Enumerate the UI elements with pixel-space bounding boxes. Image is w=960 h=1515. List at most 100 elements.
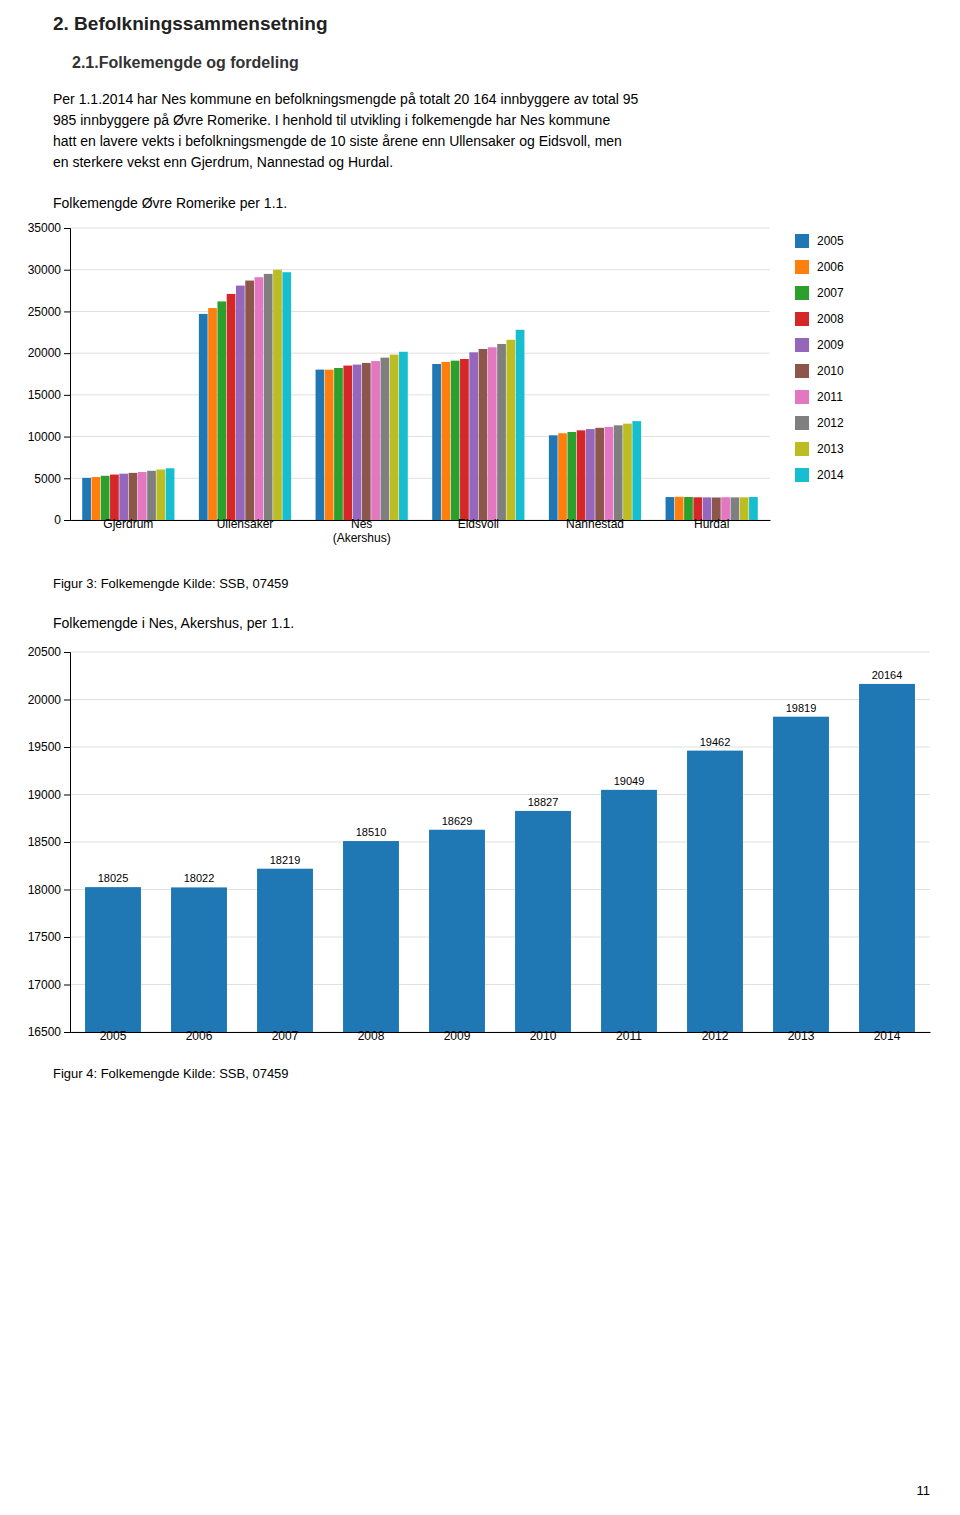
- legend-swatch: [795, 416, 809, 430]
- y-tick: 30000: [28, 263, 70, 277]
- tick-label: 20000: [28, 346, 62, 360]
- bar: [156, 470, 165, 520]
- tick-mark: [64, 795, 70, 796]
- bar: [601, 790, 657, 1032]
- legend-label: 2007: [817, 286, 844, 300]
- y-tick: 25000: [28, 305, 70, 319]
- tick-label-line: 2011: [616, 1029, 642, 1043]
- bar: [227, 294, 236, 520]
- grid-line: [70, 436, 770, 437]
- y-tick: 17000: [28, 978, 70, 992]
- y-axis: 05000100001500020000250003000035000: [28, 221, 71, 527]
- legend-label: 2010: [817, 364, 844, 378]
- bar-series: [147, 274, 739, 520]
- legend-swatch: [795, 338, 809, 352]
- bar: [399, 352, 408, 520]
- x-tick: 2013: [788, 1029, 815, 1043]
- legend-item: 2007: [795, 286, 844, 300]
- x-tick: 2010: [530, 1029, 557, 1043]
- y-tick: 16500: [28, 1025, 70, 1039]
- bar: [371, 361, 380, 520]
- tick-label: 35000: [28, 221, 62, 235]
- bar: [859, 684, 915, 1032]
- bar: [586, 429, 595, 520]
- tick-label: 2013: [788, 1029, 815, 1043]
- y-axis: 1650017000175001800018500190001950020000…: [28, 645, 71, 1039]
- bar: [429, 830, 485, 1032]
- page: 2. Befolkningssammensetning2.1.Folkemeng…: [0, 0, 960, 1515]
- tick-label: 30000: [28, 263, 62, 277]
- data-label: 19462: [700, 736, 731, 748]
- data-label: 18219: [270, 854, 301, 866]
- chart: Folkemengde i Nes, Akershus, per 1.1.165…: [28, 615, 931, 1515]
- bar: [684, 497, 693, 520]
- tick-label: 10000: [28, 430, 62, 444]
- bar: [488, 347, 497, 520]
- legend-label: 2012: [817, 416, 844, 430]
- tick-label: 2014: [874, 1029, 901, 1043]
- bar: [166, 468, 175, 520]
- tick-label: 17500: [28, 930, 62, 944]
- y-tick: 10000: [28, 430, 70, 444]
- bar: [208, 308, 217, 520]
- axis-line: [64, 653, 71, 1033]
- bar: [577, 430, 586, 520]
- tick-mark: [64, 652, 70, 653]
- tick-label: 5000: [34, 472, 61, 486]
- legend-item: 2008: [795, 312, 844, 326]
- bar: [138, 472, 147, 520]
- bar: [101, 476, 110, 520]
- legend-swatch: [795, 364, 809, 378]
- y-tick: 20500: [28, 645, 70, 659]
- bar: [451, 361, 460, 520]
- bar: [334, 368, 343, 520]
- tick-label-line: 2009: [444, 1029, 471, 1043]
- tick-label-line: 2006: [186, 1029, 213, 1043]
- bar-series: [101, 301, 693, 520]
- tick-label-line: Ullensaker: [217, 517, 274, 531]
- legend-label: 2011: [817, 390, 843, 404]
- x-tick: Nes(Akershus): [333, 517, 391, 545]
- tick-label: 2006: [186, 1029, 213, 1043]
- bar: [255, 277, 264, 520]
- legend-item: 2010: [795, 364, 844, 378]
- legend-swatch: [795, 234, 809, 248]
- tick-mark: [64, 985, 70, 986]
- tick-label-line: Eidsvoll: [458, 517, 499, 531]
- tick-mark: [64, 478, 70, 479]
- page-svg: 2. Befolkningssammensetning2.1.Folkemeng…: [0, 0, 960, 1515]
- bar: [129, 473, 138, 520]
- data-label: 18025: [98, 872, 129, 884]
- bar: [773, 717, 829, 1032]
- bar: [92, 477, 101, 520]
- bar: [353, 365, 362, 520]
- bar-series: [166, 272, 758, 520]
- x-tick: 2014: [874, 1029, 901, 1043]
- bar: [282, 272, 291, 520]
- bar: [171, 887, 227, 1032]
- grid: [70, 228, 770, 520]
- tick-label-line: 2010: [530, 1029, 557, 1043]
- bar: [362, 363, 371, 520]
- grid-line: [70, 652, 930, 653]
- bar: [740, 497, 749, 520]
- paragraph-line: en sterkere vekst enn Gjerdrum, Nannesta…: [53, 154, 393, 170]
- bar: [567, 432, 576, 520]
- data-labels: 1802518022182191851018629188271904919462…: [98, 669, 903, 884]
- tick-mark: [64, 890, 70, 891]
- legend-item: 2011: [795, 390, 843, 404]
- bar: [199, 314, 208, 520]
- legend-item: 2013: [795, 442, 844, 456]
- legend-swatch: [795, 390, 809, 404]
- paragraph-line: 985 innbyggere på Øvre Romerike. I henho…: [53, 112, 610, 128]
- data-label: 20164: [872, 669, 903, 681]
- tick-label-line: 2007: [272, 1029, 299, 1043]
- tick-label: Ullensaker: [217, 517, 274, 531]
- x-tick: 2009: [444, 1029, 471, 1043]
- tick-mark: [64, 520, 70, 521]
- bar: [442, 362, 451, 520]
- grid-line: [70, 228, 770, 229]
- tick-mark: [64, 700, 70, 701]
- bar: [390, 355, 399, 520]
- chart-caption: Figur 3: Folkemengde Kilde: SSB, 07459: [53, 576, 289, 591]
